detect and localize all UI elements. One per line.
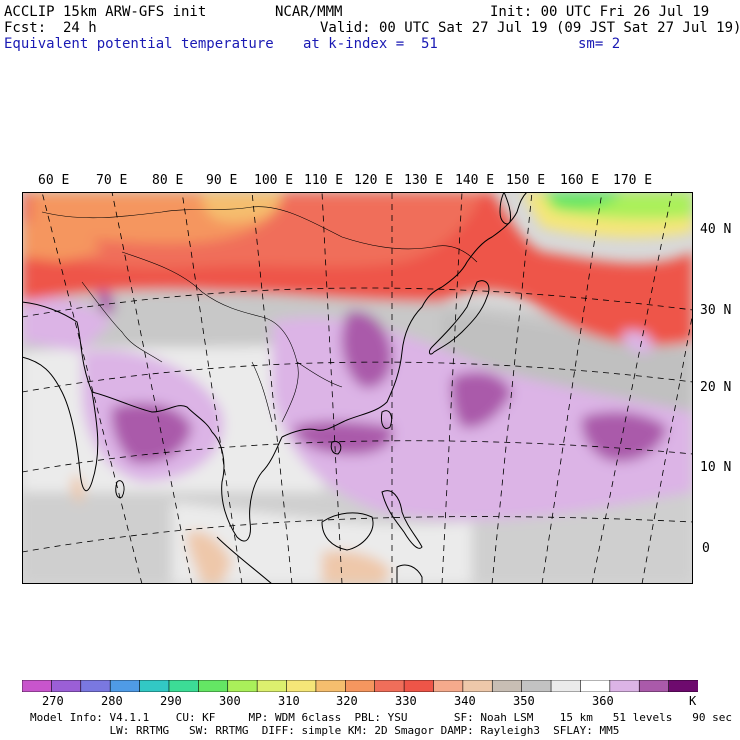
lon-label-170e: 170 E [613, 173, 653, 188]
lat-label-30n: 30 N [700, 303, 732, 318]
colorbar-swatch [256, 680, 288, 692]
colorbar-label-290: 290 [160, 694, 182, 708]
country-borders [41, 206, 478, 423]
model-title: ACCLIP 15km ARW-GFS init [4, 4, 207, 20]
colorbar-swatch [286, 680, 317, 692]
model-info-line: Model Info: V4.1.1 CU: KF MP: WDM 6class… [30, 711, 732, 724]
colorbar-swatch [80, 680, 111, 692]
colorbar-swatch [51, 680, 82, 692]
lat-label-10n: 10 N [700, 460, 732, 475]
colorbar-swatch [22, 680, 53, 692]
colorbar-swatch [168, 680, 200, 692]
colorbar-label-270: 270 [42, 694, 64, 708]
lon-label-90e: 90 E [206, 173, 238, 188]
colorbar-label-360: 360 [592, 694, 614, 708]
map-frame [22, 192, 693, 584]
lat-label-equator: 0 [702, 541, 710, 556]
lon-label-160e: 160 E [560, 173, 600, 188]
colorbar-label-300: 300 [219, 694, 241, 708]
colorbar-swatch [550, 680, 582, 692]
lon-label-120e: 120 E [354, 173, 394, 188]
valid-time: Valid: 00 UTC Sat 27 Jul 19 (09 JST Sat … [320, 20, 740, 36]
graticule [22, 192, 693, 584]
colorbar-swatch [227, 680, 258, 692]
colorbar-swatch [668, 680, 698, 692]
colorbar-unit: K [689, 694, 697, 708]
equivalent-potential-temperature-map [22, 192, 693, 584]
forecast-hour: Fcst: 24 h [4, 20, 97, 36]
lon-label-140e: 140 E [455, 173, 495, 188]
colorbar-label-310: 310 [278, 694, 300, 708]
field-name: Equivalent potential temperature [4, 36, 274, 52]
lon-label-80e: 80 E [152, 173, 184, 188]
colorbar [22, 680, 698, 692]
institution-label: NCAR/MMM [275, 4, 343, 20]
lon-label-70e: 70 E [96, 173, 128, 188]
smoothing-label: sm= 2 [578, 36, 621, 52]
lon-label-60e: 60 E [38, 173, 70, 188]
colorbar-swatch [462, 680, 494, 692]
colorbar-label-280: 280 [101, 694, 123, 708]
level-index: at k-index = 51 [303, 36, 438, 52]
colorbar-label-340: 340 [454, 694, 476, 708]
lon-label-100e: 100 E [254, 173, 294, 188]
colorbar-label-320: 320 [336, 694, 358, 708]
lat-label-40n: 40 N [700, 222, 732, 237]
colorbar-swatch [403, 680, 435, 692]
lat-label-20n: 20 N [700, 380, 732, 395]
colorbar-swatch [374, 680, 405, 692]
coastlines [22, 192, 528, 584]
colorbar-swatch [433, 680, 464, 692]
colorbar-swatch [315, 680, 347, 692]
lon-label-110e: 110 E [304, 173, 344, 188]
colorbar-swatch [491, 680, 523, 692]
colorbar-swatch [344, 680, 376, 692]
lon-label-130e: 130 E [404, 173, 444, 188]
colorbar-swatch [139, 680, 170, 692]
lon-label-150e: 150 E [506, 173, 546, 188]
colorbar-label-350: 350 [513, 694, 535, 708]
colorbar-swatch [109, 680, 141, 692]
physics-info-line: LW: RRTMG SW: RRTMG DIFF: simple KM: 2D … [30, 724, 620, 737]
colorbar-swatch [198, 680, 229, 692]
colorbar-swatch [609, 680, 641, 692]
colorbar-swatch [580, 680, 611, 692]
colorbar-label-330: 330 [395, 694, 417, 708]
colorbar-swatch [638, 680, 670, 692]
colorbar-swatch [521, 680, 552, 692]
init-time: Init: 00 UTC Fri 26 Jul 19 [490, 4, 710, 20]
